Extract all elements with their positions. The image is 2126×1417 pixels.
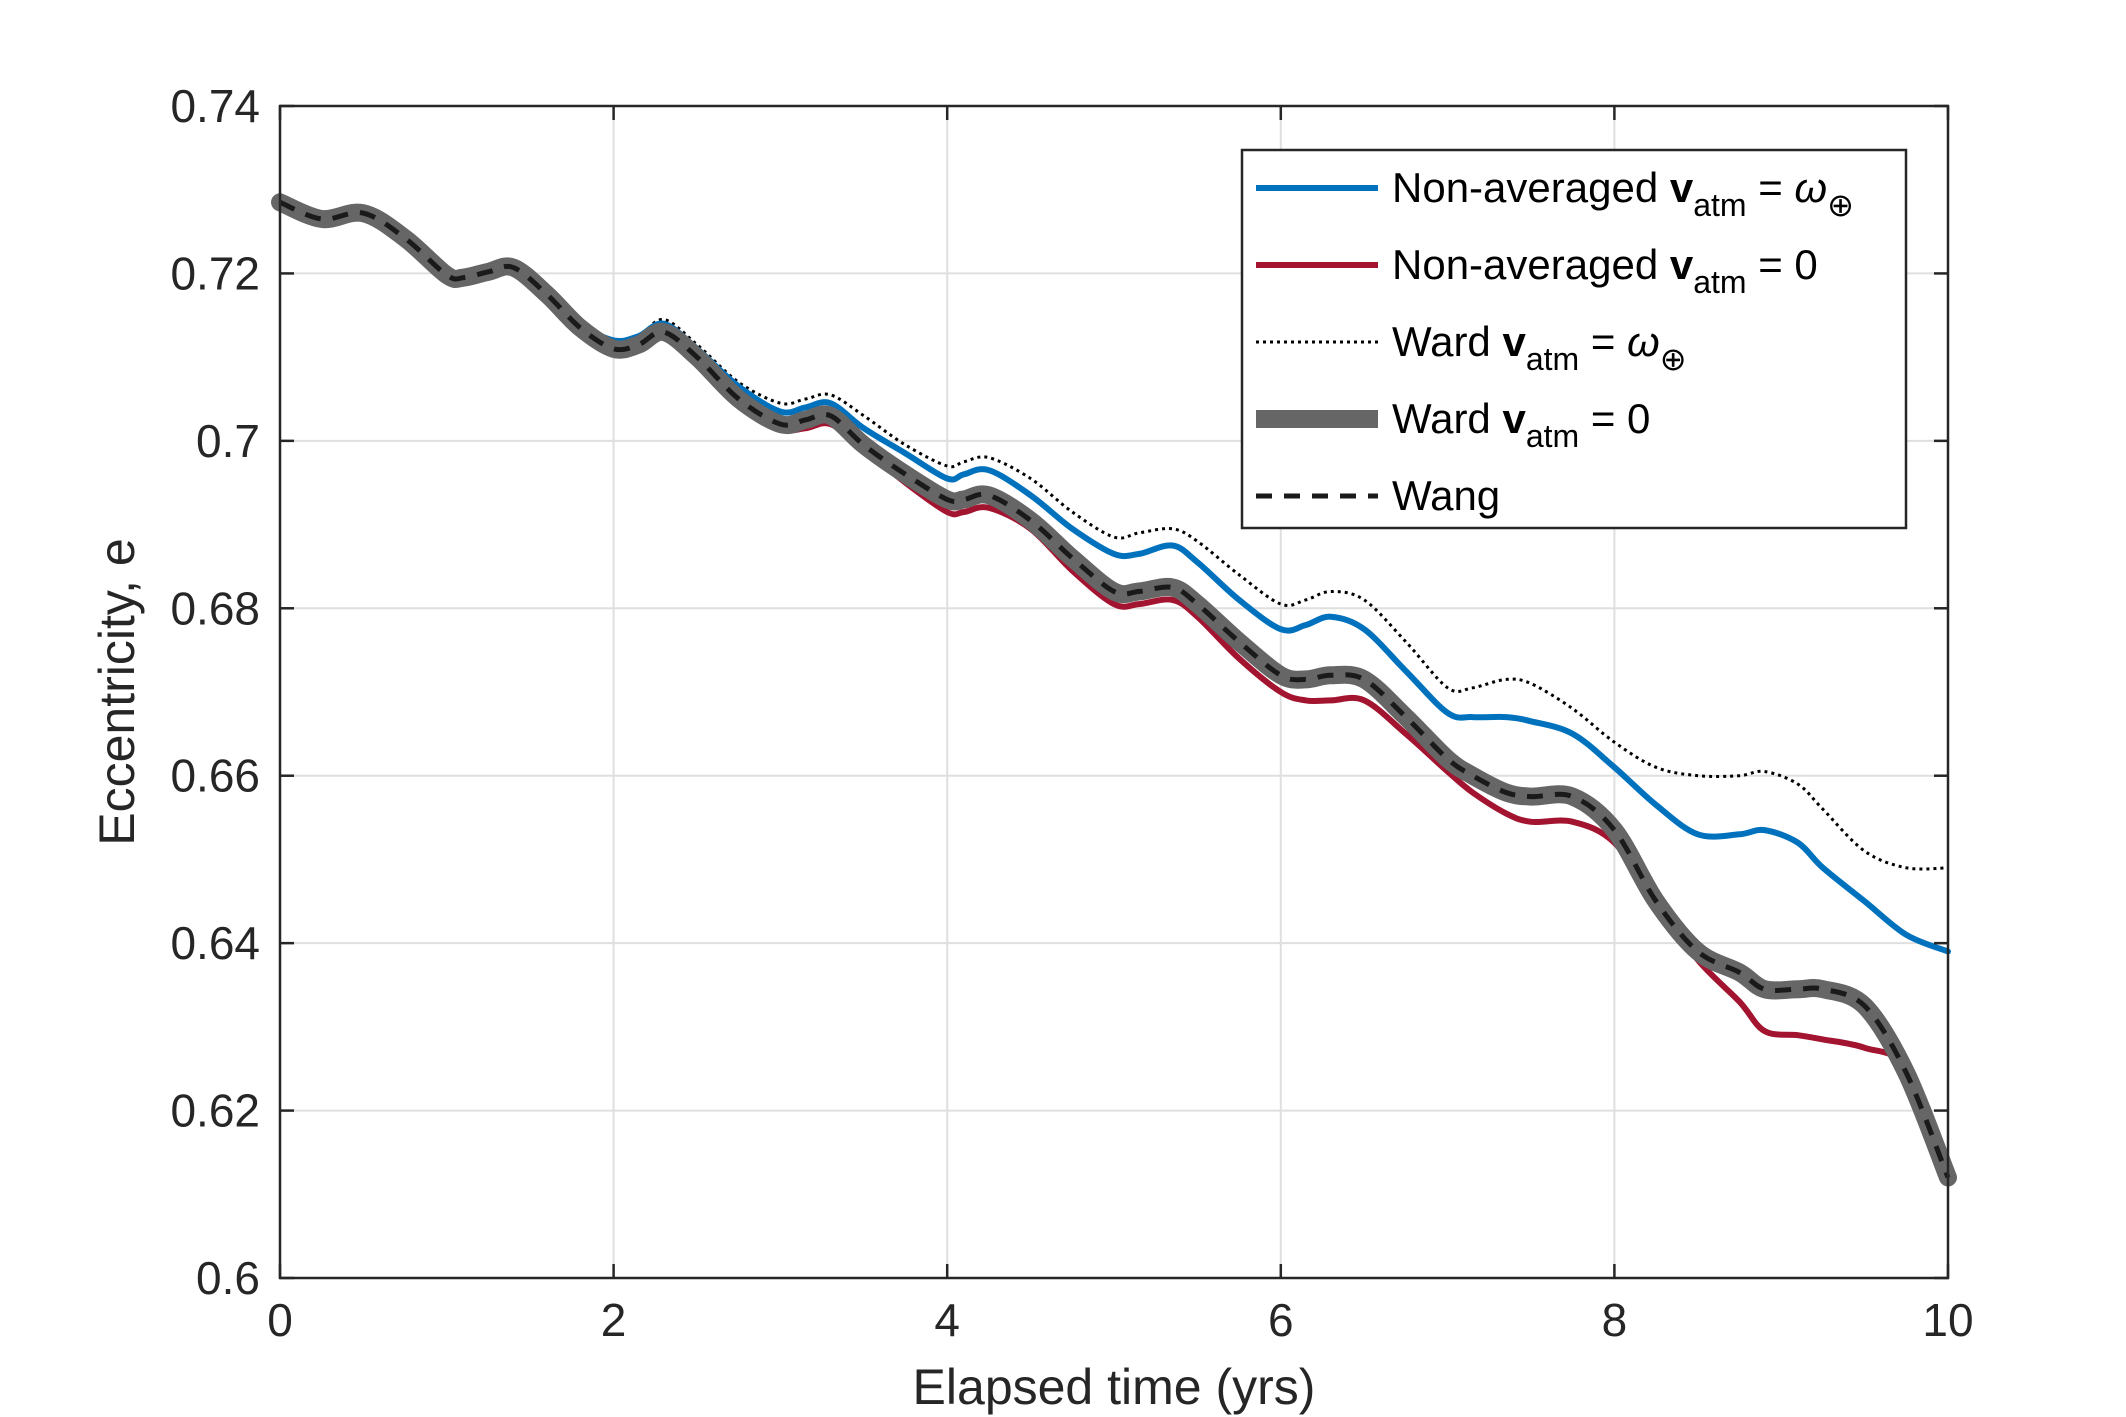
legend-label-1: Non-averaged vatm = 0	[1392, 241, 1818, 300]
y-tick-label: 0.66	[170, 750, 260, 802]
legend-subscript: atm	[1693, 264, 1746, 300]
legend-text: Non-averaged	[1392, 241, 1670, 288]
legend-equals: =	[1747, 241, 1795, 288]
y-tick-label: 0.6	[196, 1252, 260, 1304]
legend-subscript: atm	[1526, 418, 1579, 454]
legend-subscript: atm	[1693, 187, 1746, 223]
legend-bold-v: v	[1670, 164, 1694, 211]
legend-omega-subscript: ⊕	[1827, 187, 1854, 223]
axis-ticks	[278, 104, 1950, 1280]
tick-labels: 0 2 4 6 8 10 0.6 0.62 0.64 0.66 0.68 0.7 0.72 0.74	[170, 80, 1973, 1346]
legend-text: Non-averaged	[1392, 164, 1670, 211]
x-tick-label: 4	[934, 1294, 960, 1346]
legend-equals: =	[1747, 164, 1795, 211]
legend-label-0: Non-averaged vatm = ω⊕	[1392, 164, 1854, 223]
legend-text: Ward	[1392, 318, 1502, 365]
legend-zero: 0	[1627, 395, 1650, 442]
legend-bold-v: v	[1502, 395, 1526, 442]
legend-text: Ward	[1392, 395, 1502, 442]
legend-label-2: Ward vatm = ω⊕	[1392, 318, 1687, 377]
legend-label-3: Ward vatm = 0	[1392, 395, 1650, 454]
legend-subscript: atm	[1526, 341, 1579, 377]
legend-box	[1240, 148, 1908, 530]
y-axis-title: Eccentricity, e	[89, 538, 145, 846]
legend-equals: =	[1579, 395, 1627, 442]
series-line-4	[278, 199, 1951, 1179]
legend-equals: =	[1579, 318, 1627, 365]
y-tick-label: 0.62	[170, 1085, 260, 1137]
y-tick-label: 0.64	[170, 917, 260, 969]
y-tick-label: 0.72	[170, 247, 260, 299]
legend-zero: 0	[1794, 241, 1817, 288]
legend-label-4: Wang	[1392, 472, 1500, 519]
axes-box	[278, 104, 1950, 1280]
legend-omega-subscript: ⊕	[1660, 341, 1687, 377]
legend-omega: ω	[1627, 318, 1660, 365]
x-tick-label: 0	[267, 1294, 293, 1346]
x-tick-label: 2	[601, 1294, 627, 1346]
legend-text: Wang	[1392, 472, 1500, 519]
legend-bold-v: v	[1670, 241, 1694, 288]
y-tick-label: 0.7	[196, 415, 260, 467]
x-axis-title: Elapsed time (yrs)	[913, 1359, 1316, 1415]
plot-series	[271, 193, 1957, 1187]
x-tick-label: 10	[1922, 1294, 1973, 1346]
y-tick-label: 0.68	[170, 582, 260, 634]
legend: Non-averaged vatm = ω⊕Non-averaged vatm …	[1240, 148, 1908, 530]
x-tick-label: 8	[1602, 1294, 1628, 1346]
y-tick-label: 0.74	[170, 80, 260, 132]
legend-bold-v: v	[1502, 318, 1526, 365]
x-tick-label: 6	[1268, 1294, 1294, 1346]
legend-omega: ω	[1794, 164, 1827, 211]
